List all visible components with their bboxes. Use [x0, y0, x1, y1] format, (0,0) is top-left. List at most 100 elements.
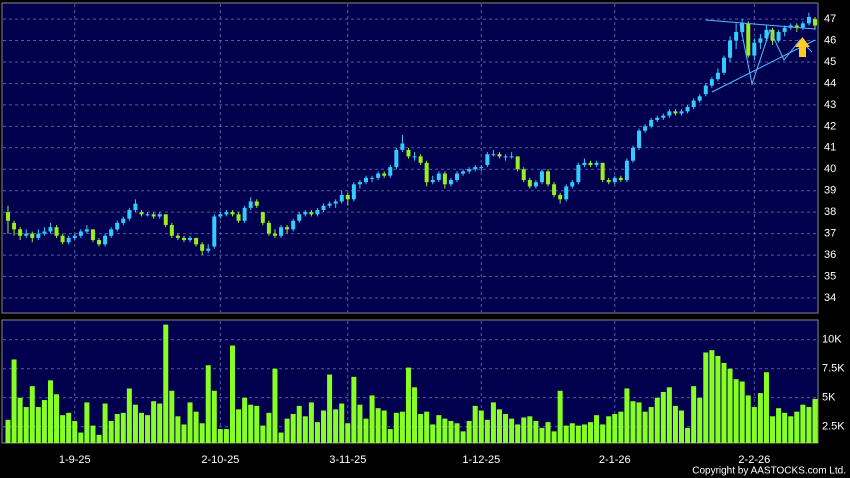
candle-body	[606, 179, 611, 183]
volume-bar	[666, 387, 672, 443]
candle-body	[709, 79, 714, 86]
volume-bar	[545, 422, 551, 443]
volume-bar	[132, 404, 138, 443]
volume-bar	[612, 413, 618, 443]
candle-body	[412, 156, 417, 158]
candle-body	[376, 173, 381, 178]
candle-body	[546, 171, 551, 185]
volume-bar	[369, 395, 375, 443]
candle-body	[655, 117, 660, 120]
volume-bar	[484, 419, 490, 443]
candle-body	[424, 162, 429, 183]
candle-body	[109, 229, 114, 236]
volume-bar	[187, 402, 193, 443]
volume-bar	[442, 418, 448, 443]
price-panel	[1, 2, 819, 314]
volume-bar	[333, 409, 339, 443]
candle-body	[649, 119, 654, 127]
candle-body	[242, 207, 247, 221]
candle-body	[24, 233, 29, 236]
candle-body	[133, 203, 138, 211]
volume-bar	[41, 400, 47, 443]
volume-bar	[672, 405, 678, 443]
volume-bar	[424, 411, 430, 443]
candle-body	[509, 156, 514, 158]
volume-bar	[794, 411, 800, 443]
volume-bar	[503, 413, 509, 443]
volume-bar	[721, 362, 727, 443]
volume-bar	[654, 397, 660, 443]
candle-body	[115, 222, 120, 230]
volume-bar	[47, 380, 53, 443]
y-tick-label: 39	[824, 185, 836, 197]
candle-body	[36, 233, 41, 238]
x-tick-label: 2-2-26	[738, 454, 770, 466]
candle-body	[139, 212, 144, 215]
candle-body	[400, 143, 405, 150]
volume-bar	[509, 418, 515, 443]
volume-bar	[515, 424, 521, 443]
candle-body	[734, 31, 739, 41]
arrow-annotation	[795, 37, 810, 57]
volume-bar	[90, 425, 96, 443]
volume-bar	[193, 411, 199, 443]
volume-bar	[66, 412, 72, 443]
volume-bar	[5, 419, 11, 443]
volume-bar	[679, 410, 685, 443]
x-tick-label: 1-9-25	[59, 454, 91, 466]
candle-body	[430, 179, 435, 183]
volume-bar	[496, 409, 502, 443]
volume-bar	[788, 416, 794, 443]
candle-body	[394, 149, 399, 168]
volume-bar	[709, 350, 715, 443]
volume-bar	[114, 413, 120, 443]
candle-body	[103, 235, 108, 245]
volume-bar	[745, 395, 751, 443]
volume-bar	[339, 403, 345, 443]
volume-bar	[102, 403, 108, 443]
candle-body	[345, 195, 350, 200]
candle-body	[715, 72, 720, 80]
candle-body	[18, 229, 23, 236]
volume-bar	[697, 397, 703, 443]
volume-bar	[660, 391, 666, 443]
candle-body	[145, 214, 150, 216]
candle-body	[448, 179, 453, 185]
volume-bar	[527, 416, 533, 443]
candle-body	[479, 167, 484, 169]
candle-body	[673, 111, 678, 114]
candle-body	[800, 23, 805, 28]
x-tick-label: 1-12-25	[462, 454, 500, 466]
candle-body	[685, 107, 690, 112]
volume-bar	[29, 386, 35, 443]
volume-bar	[175, 416, 181, 443]
candle-body	[630, 147, 635, 161]
volume-bar	[533, 420, 539, 443]
candle-body	[667, 111, 672, 116]
candle-body	[315, 210, 320, 215]
candle-body	[503, 156, 508, 158]
candle-body	[473, 167, 478, 170]
candle-body	[291, 220, 296, 230]
candle-body	[157, 214, 162, 217]
candle-body	[813, 19, 817, 26]
candle-body	[455, 173, 460, 180]
candle-body	[254, 201, 259, 206]
volume-bar	[163, 324, 169, 443]
volume-bar	[284, 418, 290, 443]
candle-body	[60, 235, 65, 243]
volume-bar	[11, 359, 17, 443]
volume-bar	[60, 415, 66, 443]
candle-body	[206, 248, 211, 251]
volume-bar	[151, 401, 157, 443]
y-tick-label: 45	[824, 56, 836, 68]
volume-bar	[405, 367, 411, 443]
trend-line	[705, 19, 816, 30]
volume-bar	[169, 390, 175, 443]
volume-bar	[211, 390, 217, 443]
candle-body	[728, 40, 733, 58]
candle-body	[224, 212, 229, 215]
y-tick-label: 37	[824, 228, 836, 240]
candle-body	[248, 201, 253, 208]
